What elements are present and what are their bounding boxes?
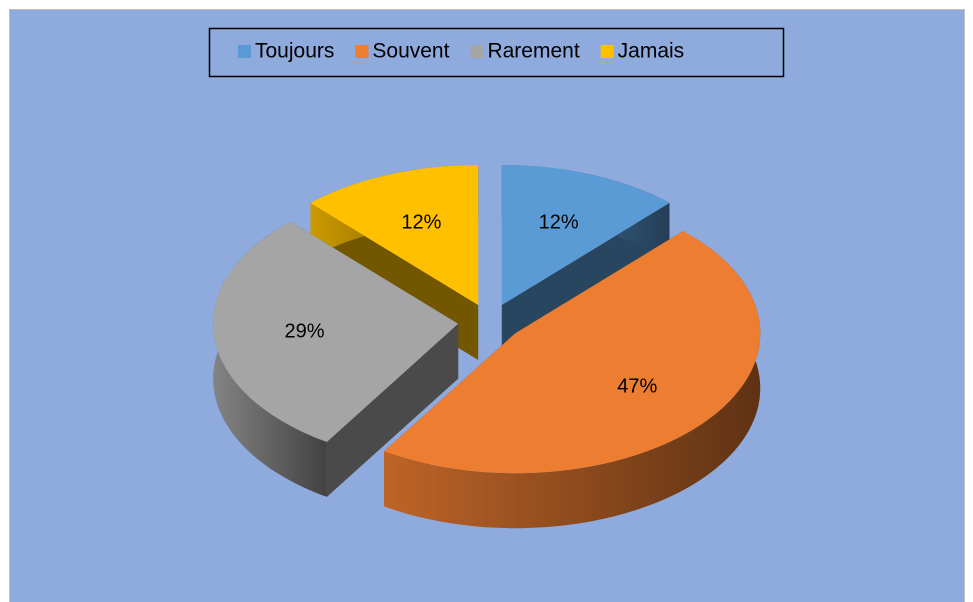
slice	[213, 221, 459, 497]
legend-box	[208, 27, 785, 78]
data-label: 12%	[539, 211, 579, 233]
legend-label: Toujours	[255, 40, 334, 63]
pie: 12% 47% 29% 12%	[213, 164, 761, 529]
slice-top	[213, 221, 459, 442]
legend-label: Souvent	[372, 40, 449, 63]
slice	[384, 231, 761, 529]
legend-label: Rarement	[487, 40, 579, 63]
slice-side	[326, 323, 459, 497]
legend-swatch	[600, 45, 614, 58]
data-label: 12%	[401, 211, 441, 233]
legend-label: Jamais	[618, 40, 685, 63]
slice-top	[384, 231, 761, 474]
legend-swatch	[238, 45, 251, 58]
legend-swatch	[470, 45, 484, 58]
data-label: 29%	[284, 320, 324, 342]
legend: Toujours Souvent Rarement Jamais	[238, 40, 684, 63]
slice-top	[310, 164, 479, 305]
data-label: 47%	[617, 376, 657, 398]
slice-wall	[384, 231, 761, 529]
legend-swatch	[355, 45, 369, 58]
slice-top	[501, 164, 670, 305]
